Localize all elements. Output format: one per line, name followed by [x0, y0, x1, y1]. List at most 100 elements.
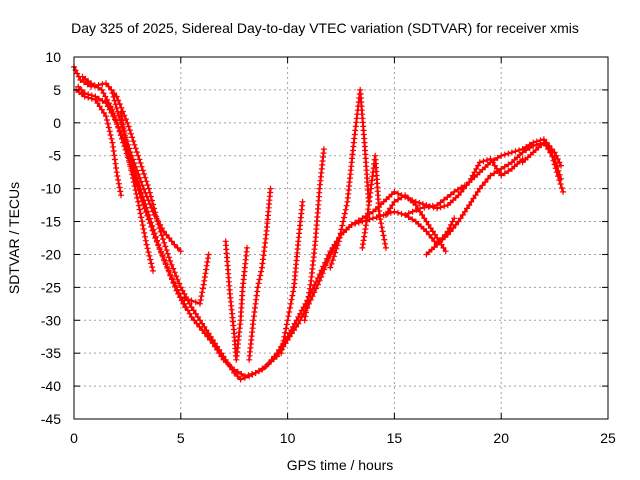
data-point [143, 241, 150, 248]
data-point [451, 188, 458, 195]
data-point [494, 154, 501, 161]
data-point [172, 283, 178, 290]
data-point [193, 320, 200, 327]
data-point [158, 232, 165, 239]
data-point [135, 202, 142, 209]
data-point [160, 228, 167, 235]
data-point [144, 212, 151, 219]
data-point [145, 249, 152, 256]
data-point [252, 369, 259, 376]
y-tick-label: -30 [41, 312, 61, 328]
data-point [257, 272, 264, 279]
data-point [378, 220, 385, 227]
data-point [434, 241, 441, 248]
data-point [168, 261, 175, 268]
data-point [496, 169, 503, 176]
y-tick-label: 10 [45, 49, 61, 65]
data-point [523, 147, 530, 154]
data-point [379, 228, 386, 235]
data-point [122, 116, 129, 123]
data-point [218, 353, 225, 360]
data-point [173, 273, 180, 280]
data-point [491, 162, 498, 169]
data-point [103, 80, 109, 87]
x-tick-label: 0 [70, 430, 78, 446]
data-point [237, 376, 244, 383]
data-point [188, 314, 195, 320]
data-point [501, 151, 508, 158]
data-point [123, 140, 130, 147]
data-point [434, 202, 441, 209]
data-point [188, 297, 195, 304]
data-point [142, 174, 149, 181]
data-point [212, 343, 218, 350]
data-point [306, 285, 313, 292]
data-point [550, 157, 557, 164]
data-point [378, 224, 385, 231]
data-point [442, 248, 449, 255]
data-point [440, 244, 447, 251]
data-point [498, 152, 505, 159]
series-arc-19 [466, 156, 526, 186]
data-point [395, 209, 401, 216]
data-point [475, 162, 482, 169]
data-point [428, 235, 435, 241]
data-point [180, 300, 187, 307]
data-point [395, 190, 401, 197]
data-point [555, 173, 561, 180]
data-point [155, 242, 162, 249]
data-point [387, 209, 394, 216]
data-point [285, 313, 292, 320]
data-point [105, 124, 112, 131]
data-point [108, 135, 115, 142]
data-point [278, 350, 285, 357]
data-point [482, 179, 489, 186]
data-point [348, 221, 355, 228]
data-point [391, 198, 398, 205]
data-point [138, 163, 145, 170]
data-point [130, 138, 137, 145]
data-point [343, 202, 350, 209]
y-tick-label: -20 [41, 246, 61, 262]
data-point [325, 252, 332, 258]
data-point [181, 295, 188, 302]
data-point [174, 244, 181, 251]
data-point [439, 235, 446, 241]
data-point [165, 254, 172, 261]
data-point [409, 216, 416, 223]
data-point [191, 317, 198, 324]
data-point [85, 94, 92, 101]
data-point [387, 205, 394, 212]
data-point [112, 101, 119, 108]
y-tick-label: -35 [41, 345, 61, 361]
data-point [473, 165, 480, 172]
data-point [147, 201, 153, 208]
data-point [489, 159, 496, 166]
data-point [493, 165, 500, 172]
data-point [149, 227, 156, 234]
data-point [556, 177, 563, 184]
data-point [98, 106, 105, 113]
data-point [148, 204, 155, 211]
data-point [256, 367, 263, 374]
data-point [77, 77, 84, 83]
data-point [141, 229, 148, 236]
data-point [115, 180, 122, 187]
data-point [385, 208, 391, 215]
data-point [145, 216, 152, 223]
data-point [209, 340, 216, 347]
data-point [132, 163, 139, 170]
data-point [461, 182, 468, 189]
data-point [118, 192, 124, 199]
data-point [334, 242, 341, 249]
data-point [88, 80, 95, 87]
data-point [556, 159, 563, 166]
data-point [141, 205, 148, 212]
data-point [74, 70, 81, 77]
data-point [491, 170, 498, 177]
series-spike-11 [301, 146, 327, 324]
data-point [505, 168, 512, 175]
x-axis-title: GPS time / hours [287, 457, 394, 473]
data-point [177, 284, 184, 291]
data-point [549, 153, 556, 160]
